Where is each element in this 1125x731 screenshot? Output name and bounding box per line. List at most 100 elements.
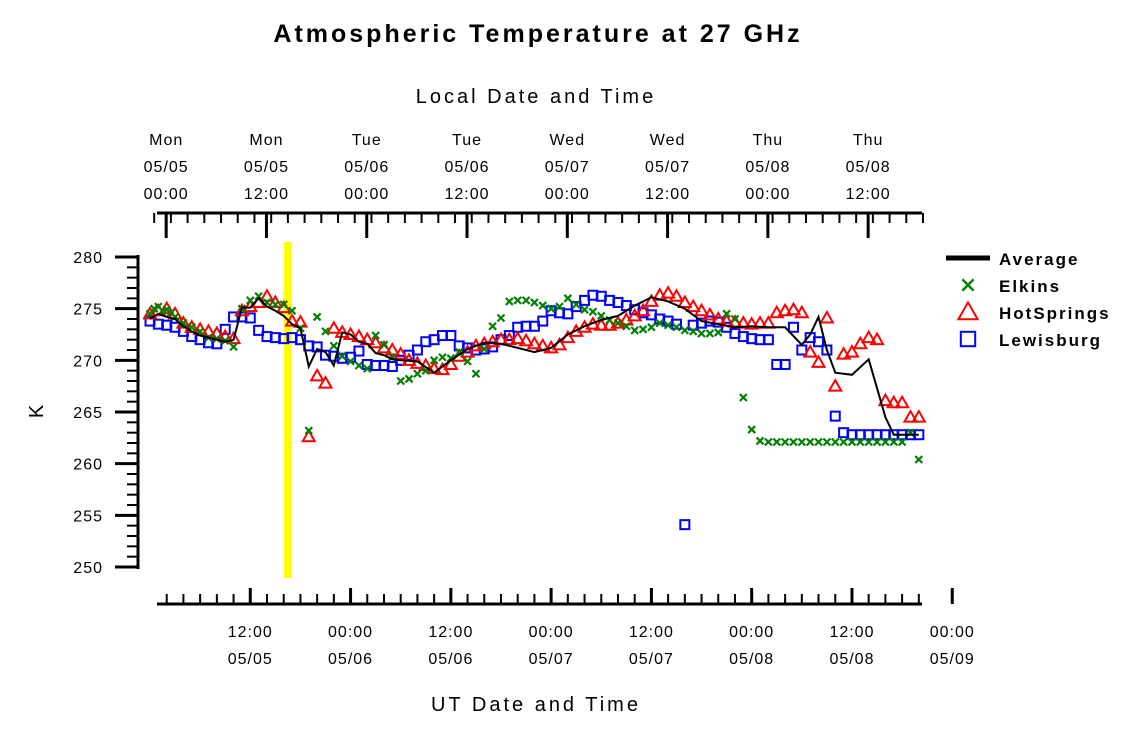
hotsprings-point [225,330,242,345]
elkins-point [538,301,548,310]
elkins-point [847,437,857,447]
elkins-point [680,326,690,335]
elkins-point-stroke [622,321,631,331]
hotsprings-point [769,304,785,319]
hotsprings-point [911,409,927,423]
elkins-point-stroke [454,347,464,357]
bottom-tick-time: 00:00 [529,624,574,641]
elkins-point-stroke [312,312,322,322]
top-tick-day: Thu [853,132,884,149]
bottom-axis-title: UT Date and Time [431,694,641,716]
hotsprings-point [367,334,384,349]
elkins-point-stroke [149,304,159,313]
y-tick-label: 275 [73,302,103,319]
elkins-point-stroke [404,374,414,384]
lewisburg-point [219,323,231,335]
elkins-point [229,342,238,352]
lewisburg-point [787,321,799,333]
legend-x-swatch-stroke [961,278,975,292]
elkins-point-stroke [856,437,865,447]
elkins-point-stroke [488,321,497,331]
elkins-point-stroke [697,329,706,338]
hotsprings-point [869,331,885,346]
elkins-point [413,369,422,379]
elkins-point [521,296,531,305]
elkins-point [872,437,882,447]
elkins-point [571,300,581,309]
plot-area [142,285,927,531]
hotsprings-point [886,394,902,409]
elkins-point [672,322,681,332]
elkins-point [246,296,255,305]
elkins-point-stroke [337,351,347,361]
bottom-tick-time: 12:00 [829,624,874,641]
bottom-tick-time: 00:00 [328,624,373,641]
elkins-point-stroke [588,307,598,317]
lewisburg-point [562,308,574,320]
elkins-point-stroke [739,393,748,402]
elkins-point-stroke [596,311,606,321]
hotsprings-point [392,346,409,360]
elkins-point-stroke [680,326,690,335]
bottom-tick-date: 05/06 [428,651,473,668]
elkins-point-stroke [321,327,330,336]
elkins-point-stroke [764,437,773,447]
lewisburg-point [445,330,457,342]
elkins-point-stroke [613,318,623,328]
hotsprings-point [860,329,877,344]
elkins-point-stroke [329,341,339,351]
elkins-point [755,436,765,446]
elkins-point-stroke [797,437,807,447]
elkins-point-stroke [279,300,288,309]
elkins-point-stroke [889,437,899,447]
top-tick-day: Tue [352,132,382,149]
hotsprings-point [693,302,710,317]
elkins-point-stroke [530,298,539,307]
elkins-point-stroke [914,455,924,464]
bottom-tick-date: 05/08 [729,651,774,668]
elkins-point [722,309,731,319]
elkins-point [705,329,715,338]
elkins-point [287,306,297,316]
elkins-point [279,300,288,309]
legend-triangle-swatch [956,300,980,321]
top-tick-day: Tue [452,132,482,149]
hotsprings-point [777,302,793,317]
hotsprings-point [292,314,309,328]
hotsprings-point [835,346,852,360]
elkins-point [839,437,848,447]
elkins-point-stroke [881,437,890,447]
top-tick-time: 00:00 [545,186,590,203]
elkins-point-stroke [847,437,857,447]
elkins-point-stroke [479,344,489,354]
elkins-point [555,302,564,311]
elkins-point [772,437,782,447]
elkins-point-stroke [780,437,790,447]
elkins-point-stroke [830,437,840,447]
y-tick-label: 260 [73,457,103,474]
elkins-point-stroke [166,308,176,318]
lewisburg-point [353,345,365,357]
elkins-point [588,307,598,317]
elkins-point-stroke [154,302,163,311]
hotsprings-point [384,341,401,356]
top-tick-time: 12:00 [244,186,289,203]
elkins-point [914,455,924,464]
elkins-point-stroke [496,313,506,323]
hotsprings-point [685,298,701,313]
y-tick-label: 255 [73,508,103,525]
legend-item-hotsprings: HotSprings [956,300,1109,323]
elkins-point-stroke [571,300,581,309]
elkins-point [889,437,899,447]
bottom-tick-time: 12:00 [428,624,473,641]
elkins-point-stroke [722,309,731,319]
hotsprings-point [401,352,417,366]
hotsprings-point [518,332,534,347]
elkins-point-stroke [755,436,765,446]
elkins-point [346,357,355,366]
elkins-point [429,356,439,365]
elkins-point-stroke [713,328,723,337]
elkins-point-stroke [463,357,472,366]
hotsprings-point [501,331,518,346]
elkins-point [563,294,573,303]
